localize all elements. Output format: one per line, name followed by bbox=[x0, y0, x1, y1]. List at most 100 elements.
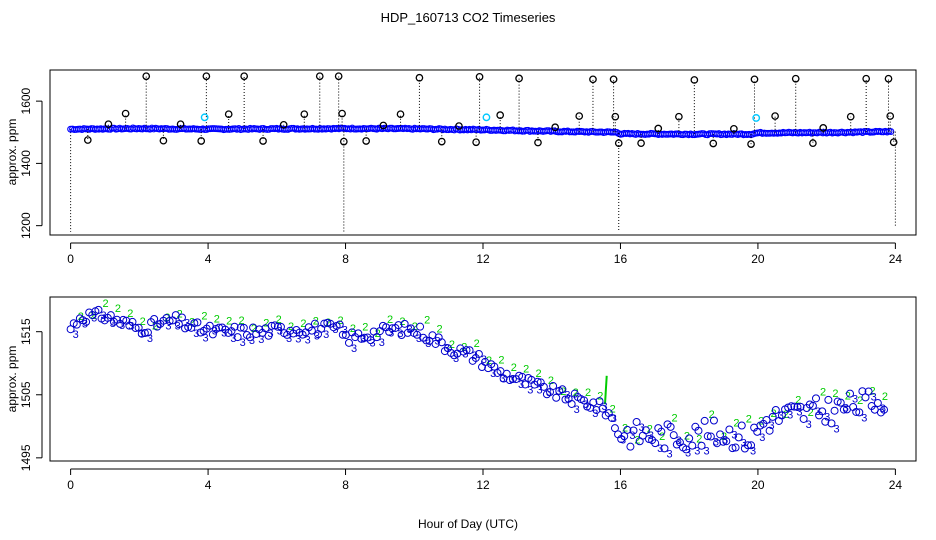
series3-marker: 3 bbox=[666, 448, 672, 460]
series3-marker: 3 bbox=[537, 385, 543, 397]
series2-marker: 2 bbox=[523, 364, 529, 376]
trend-point bbox=[462, 346, 471, 355]
trend-point bbox=[700, 416, 709, 425]
trend-point bbox=[205, 321, 214, 330]
trend-point bbox=[335, 320, 344, 329]
top-panel-baseline bbox=[67, 124, 895, 139]
trend-point bbox=[437, 338, 446, 347]
series3-marker: 3 bbox=[240, 337, 246, 349]
trend-point bbox=[703, 432, 712, 441]
series3-marker: 3 bbox=[119, 320, 125, 332]
highlight-point bbox=[752, 114, 761, 122]
trend-point bbox=[660, 444, 669, 453]
outlier-point bbox=[475, 72, 484, 81]
trend-point bbox=[697, 441, 706, 450]
trend-point bbox=[626, 442, 635, 451]
trend-point bbox=[821, 417, 830, 426]
top-y-tick-label: 1600 bbox=[19, 87, 33, 114]
outlier-point bbox=[83, 136, 92, 144]
trend-point bbox=[533, 377, 542, 386]
outlier-point bbox=[690, 76, 699, 84]
trend-point bbox=[811, 394, 820, 403]
trend-point bbox=[580, 396, 589, 405]
trend-point bbox=[422, 336, 431, 345]
series3-marker: 3 bbox=[342, 324, 348, 336]
trend-point bbox=[307, 326, 316, 335]
bottom-x-tick-label: 0 bbox=[67, 478, 74, 492]
top-panel-frame bbox=[49, 69, 917, 236]
series3-marker: 3 bbox=[221, 328, 227, 340]
outlier-point bbox=[142, 72, 151, 81]
trend-point bbox=[824, 395, 833, 404]
trend-point bbox=[521, 380, 530, 389]
series3-marker: 3 bbox=[305, 335, 311, 347]
top-x-tick-label: 16 bbox=[614, 252, 628, 266]
trend-point bbox=[793, 403, 802, 412]
trend-point bbox=[864, 387, 873, 396]
series3-marker: 3 bbox=[741, 437, 747, 449]
series2-marker: 2 bbox=[362, 321, 368, 333]
series2-marker: 2 bbox=[424, 315, 430, 327]
top-x-tick-label: 24 bbox=[889, 252, 903, 266]
series2-marker: 2 bbox=[226, 315, 232, 327]
outlier-point bbox=[611, 112, 620, 121]
series2-marker: 2 bbox=[573, 387, 579, 399]
trend-point bbox=[558, 385, 567, 394]
trend-point bbox=[184, 323, 193, 332]
series2-marker: 2 bbox=[140, 316, 146, 328]
trend-point bbox=[787, 402, 796, 411]
series3-marker: 3 bbox=[453, 353, 459, 365]
outlier-point bbox=[614, 139, 623, 148]
trend-point bbox=[267, 321, 276, 330]
trend-point bbox=[765, 426, 774, 435]
series3-marker: 3 bbox=[249, 335, 255, 347]
series3-marker: 3 bbox=[472, 350, 478, 362]
trend-point bbox=[722, 437, 731, 446]
trend-point bbox=[753, 427, 762, 436]
outlier-point bbox=[889, 138, 898, 147]
trend-point bbox=[82, 317, 91, 326]
series2-marker: 2 bbox=[721, 431, 727, 443]
trend-point bbox=[688, 441, 697, 450]
series3-marker: 3 bbox=[769, 420, 775, 432]
trend-point bbox=[818, 407, 827, 416]
trend-point bbox=[743, 441, 752, 450]
series2-marker: 2 bbox=[820, 386, 826, 398]
series3-marker: 3 bbox=[806, 419, 812, 431]
series3-marker: 3 bbox=[759, 432, 765, 444]
series2-marker: 2 bbox=[152, 320, 158, 332]
series3-marker: 3 bbox=[611, 413, 617, 425]
trend-point bbox=[264, 331, 273, 340]
series2-marker: 2 bbox=[189, 316, 195, 328]
series3-marker: 3 bbox=[639, 422, 645, 434]
trend-point bbox=[725, 425, 734, 434]
trend-point bbox=[839, 405, 848, 414]
series2-marker: 2 bbox=[399, 316, 405, 328]
outlier-point bbox=[730, 124, 738, 133]
trend-point bbox=[846, 389, 855, 398]
trend-point bbox=[416, 322, 425, 331]
top-panel-ticks: 0 4 8 12 16 20 24 1200 1400 1600 bbox=[19, 87, 902, 266]
bottom-y-tick-label: 1515 bbox=[19, 318, 33, 345]
series3-marker: 3 bbox=[193, 328, 199, 340]
outlier-point bbox=[496, 111, 505, 119]
outlier-point bbox=[534, 138, 542, 147]
series2-marker: 2 bbox=[857, 395, 863, 407]
trend-point bbox=[880, 405, 889, 414]
series3-marker: 3 bbox=[657, 443, 663, 455]
series3-marker: 3 bbox=[397, 328, 403, 340]
outlier-point bbox=[259, 137, 267, 145]
series2-marker: 2 bbox=[239, 315, 245, 327]
outlier-point bbox=[202, 72, 211, 81]
series3-marker: 3 bbox=[852, 394, 858, 406]
trend-point bbox=[137, 329, 146, 338]
trend-point bbox=[768, 412, 777, 421]
outlier-point bbox=[104, 120, 113, 129]
trend-point bbox=[830, 406, 839, 415]
outlier-point bbox=[809, 139, 817, 148]
outlier-point bbox=[675, 112, 683, 121]
series3-marker: 3 bbox=[416, 333, 422, 345]
trend-point bbox=[808, 401, 817, 410]
top-panel-drops bbox=[70, 128, 896, 232]
